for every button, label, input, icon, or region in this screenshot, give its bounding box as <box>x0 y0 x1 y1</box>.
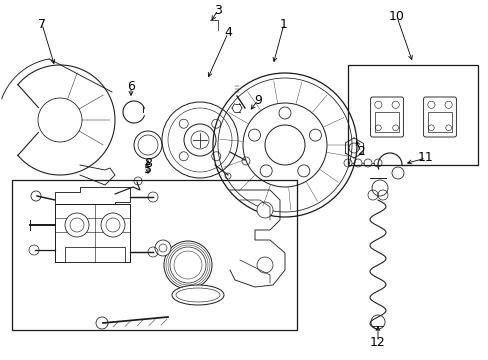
Text: 7: 7 <box>38 18 46 31</box>
Text: 5: 5 <box>143 163 152 176</box>
Bar <box>427 112 450 132</box>
Text: 11: 11 <box>417 152 433 165</box>
Text: 10: 10 <box>388 10 404 23</box>
Ellipse shape <box>172 285 224 305</box>
Bar <box>12 180 296 330</box>
Text: 9: 9 <box>254 94 262 107</box>
Circle shape <box>65 213 89 237</box>
Text: 12: 12 <box>369 336 385 348</box>
Circle shape <box>155 240 171 256</box>
Circle shape <box>96 317 108 329</box>
Circle shape <box>257 257 272 273</box>
Polygon shape <box>55 187 130 204</box>
Text: 4: 4 <box>224 27 231 40</box>
Circle shape <box>101 213 125 237</box>
Text: 6: 6 <box>127 81 135 94</box>
Bar <box>347 65 477 165</box>
Bar <box>65 247 125 262</box>
Polygon shape <box>55 204 130 262</box>
Text: 1: 1 <box>280 18 287 31</box>
Circle shape <box>257 202 272 218</box>
Text: 2: 2 <box>356 145 364 158</box>
Circle shape <box>163 241 212 289</box>
Bar <box>375 112 398 132</box>
Text: 8: 8 <box>143 157 152 171</box>
Text: 3: 3 <box>214 4 222 17</box>
